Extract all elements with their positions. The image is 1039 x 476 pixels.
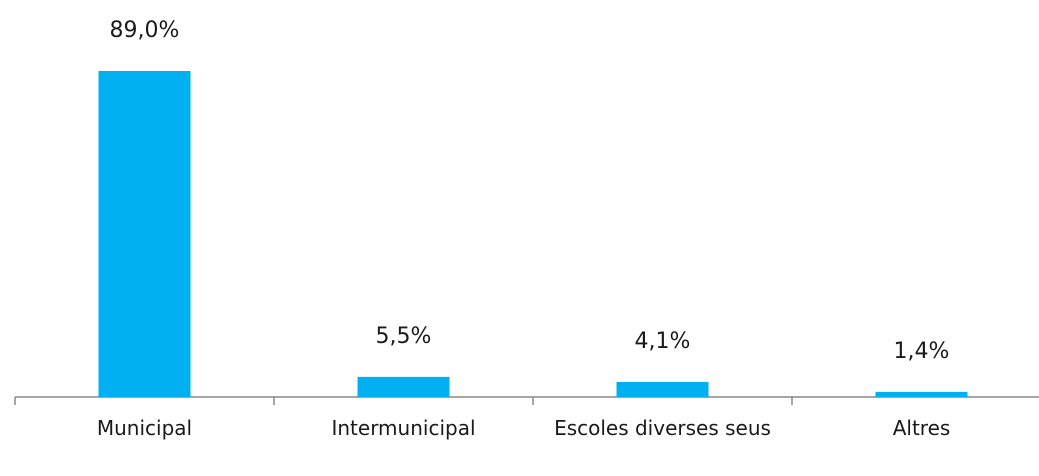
data-label: 1,4% — [894, 339, 950, 364]
data-label: 4,1% — [635, 329, 691, 354]
bar — [616, 381, 709, 397]
x-tick-label: Altres — [892, 416, 951, 440]
x-tick-label: Intermunicipal — [331, 416, 476, 440]
bar — [875, 391, 968, 397]
bar — [357, 376, 450, 397]
bar — [98, 71, 191, 397]
x-tick-label: Municipal — [96, 416, 193, 440]
data-label: 5,5% — [376, 324, 432, 349]
x-tick-label: Escoles diverses seus — [554, 416, 771, 440]
data-label: 89,0% — [110, 18, 180, 43]
